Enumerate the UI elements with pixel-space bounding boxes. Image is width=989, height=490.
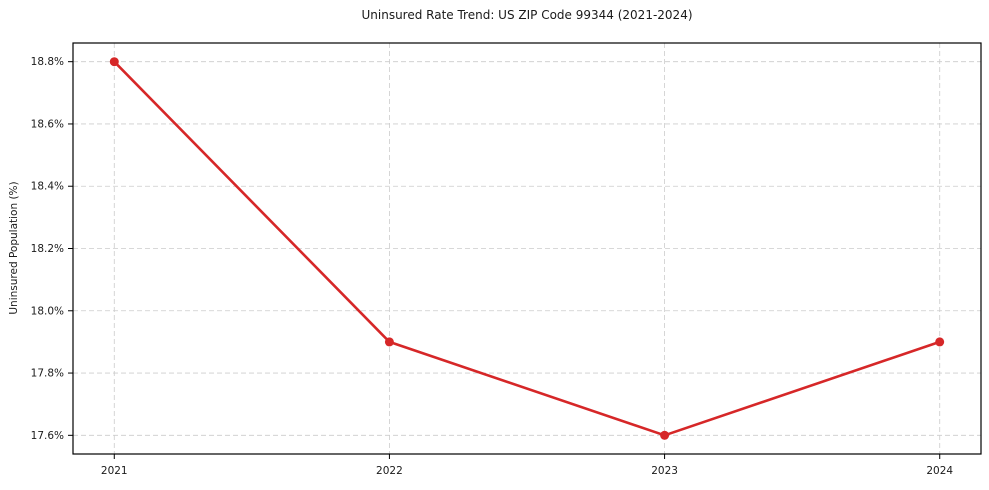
data-point-marker xyxy=(109,57,119,67)
y-axis-label: Uninsured Population (%) xyxy=(8,181,20,315)
y-tick-label: 17.6% xyxy=(31,430,64,442)
x-tick-label: 2023 xyxy=(651,465,678,477)
y-tick-label: 18.2% xyxy=(31,243,64,255)
y-tick-label: 18.8% xyxy=(31,56,64,68)
plot-border xyxy=(72,42,982,455)
data-point-marker xyxy=(660,430,670,440)
trend-line xyxy=(113,60,941,437)
x-tick-label: 2022 xyxy=(376,465,403,477)
y-tick-label: 18.0% xyxy=(31,305,64,317)
chart-title: Uninsured Rate Trend: US ZIP Code 99344 … xyxy=(361,8,693,22)
y-tick-label: 18.4% xyxy=(31,181,64,193)
x-tick-label: 2024 xyxy=(926,465,953,477)
x-tick-label: 2021 xyxy=(101,465,128,477)
data-point-marker xyxy=(384,337,394,347)
y-tick-label: 18.6% xyxy=(31,118,64,130)
y-tick-label: 17.8% xyxy=(31,368,64,380)
data-point-marker xyxy=(935,337,945,347)
